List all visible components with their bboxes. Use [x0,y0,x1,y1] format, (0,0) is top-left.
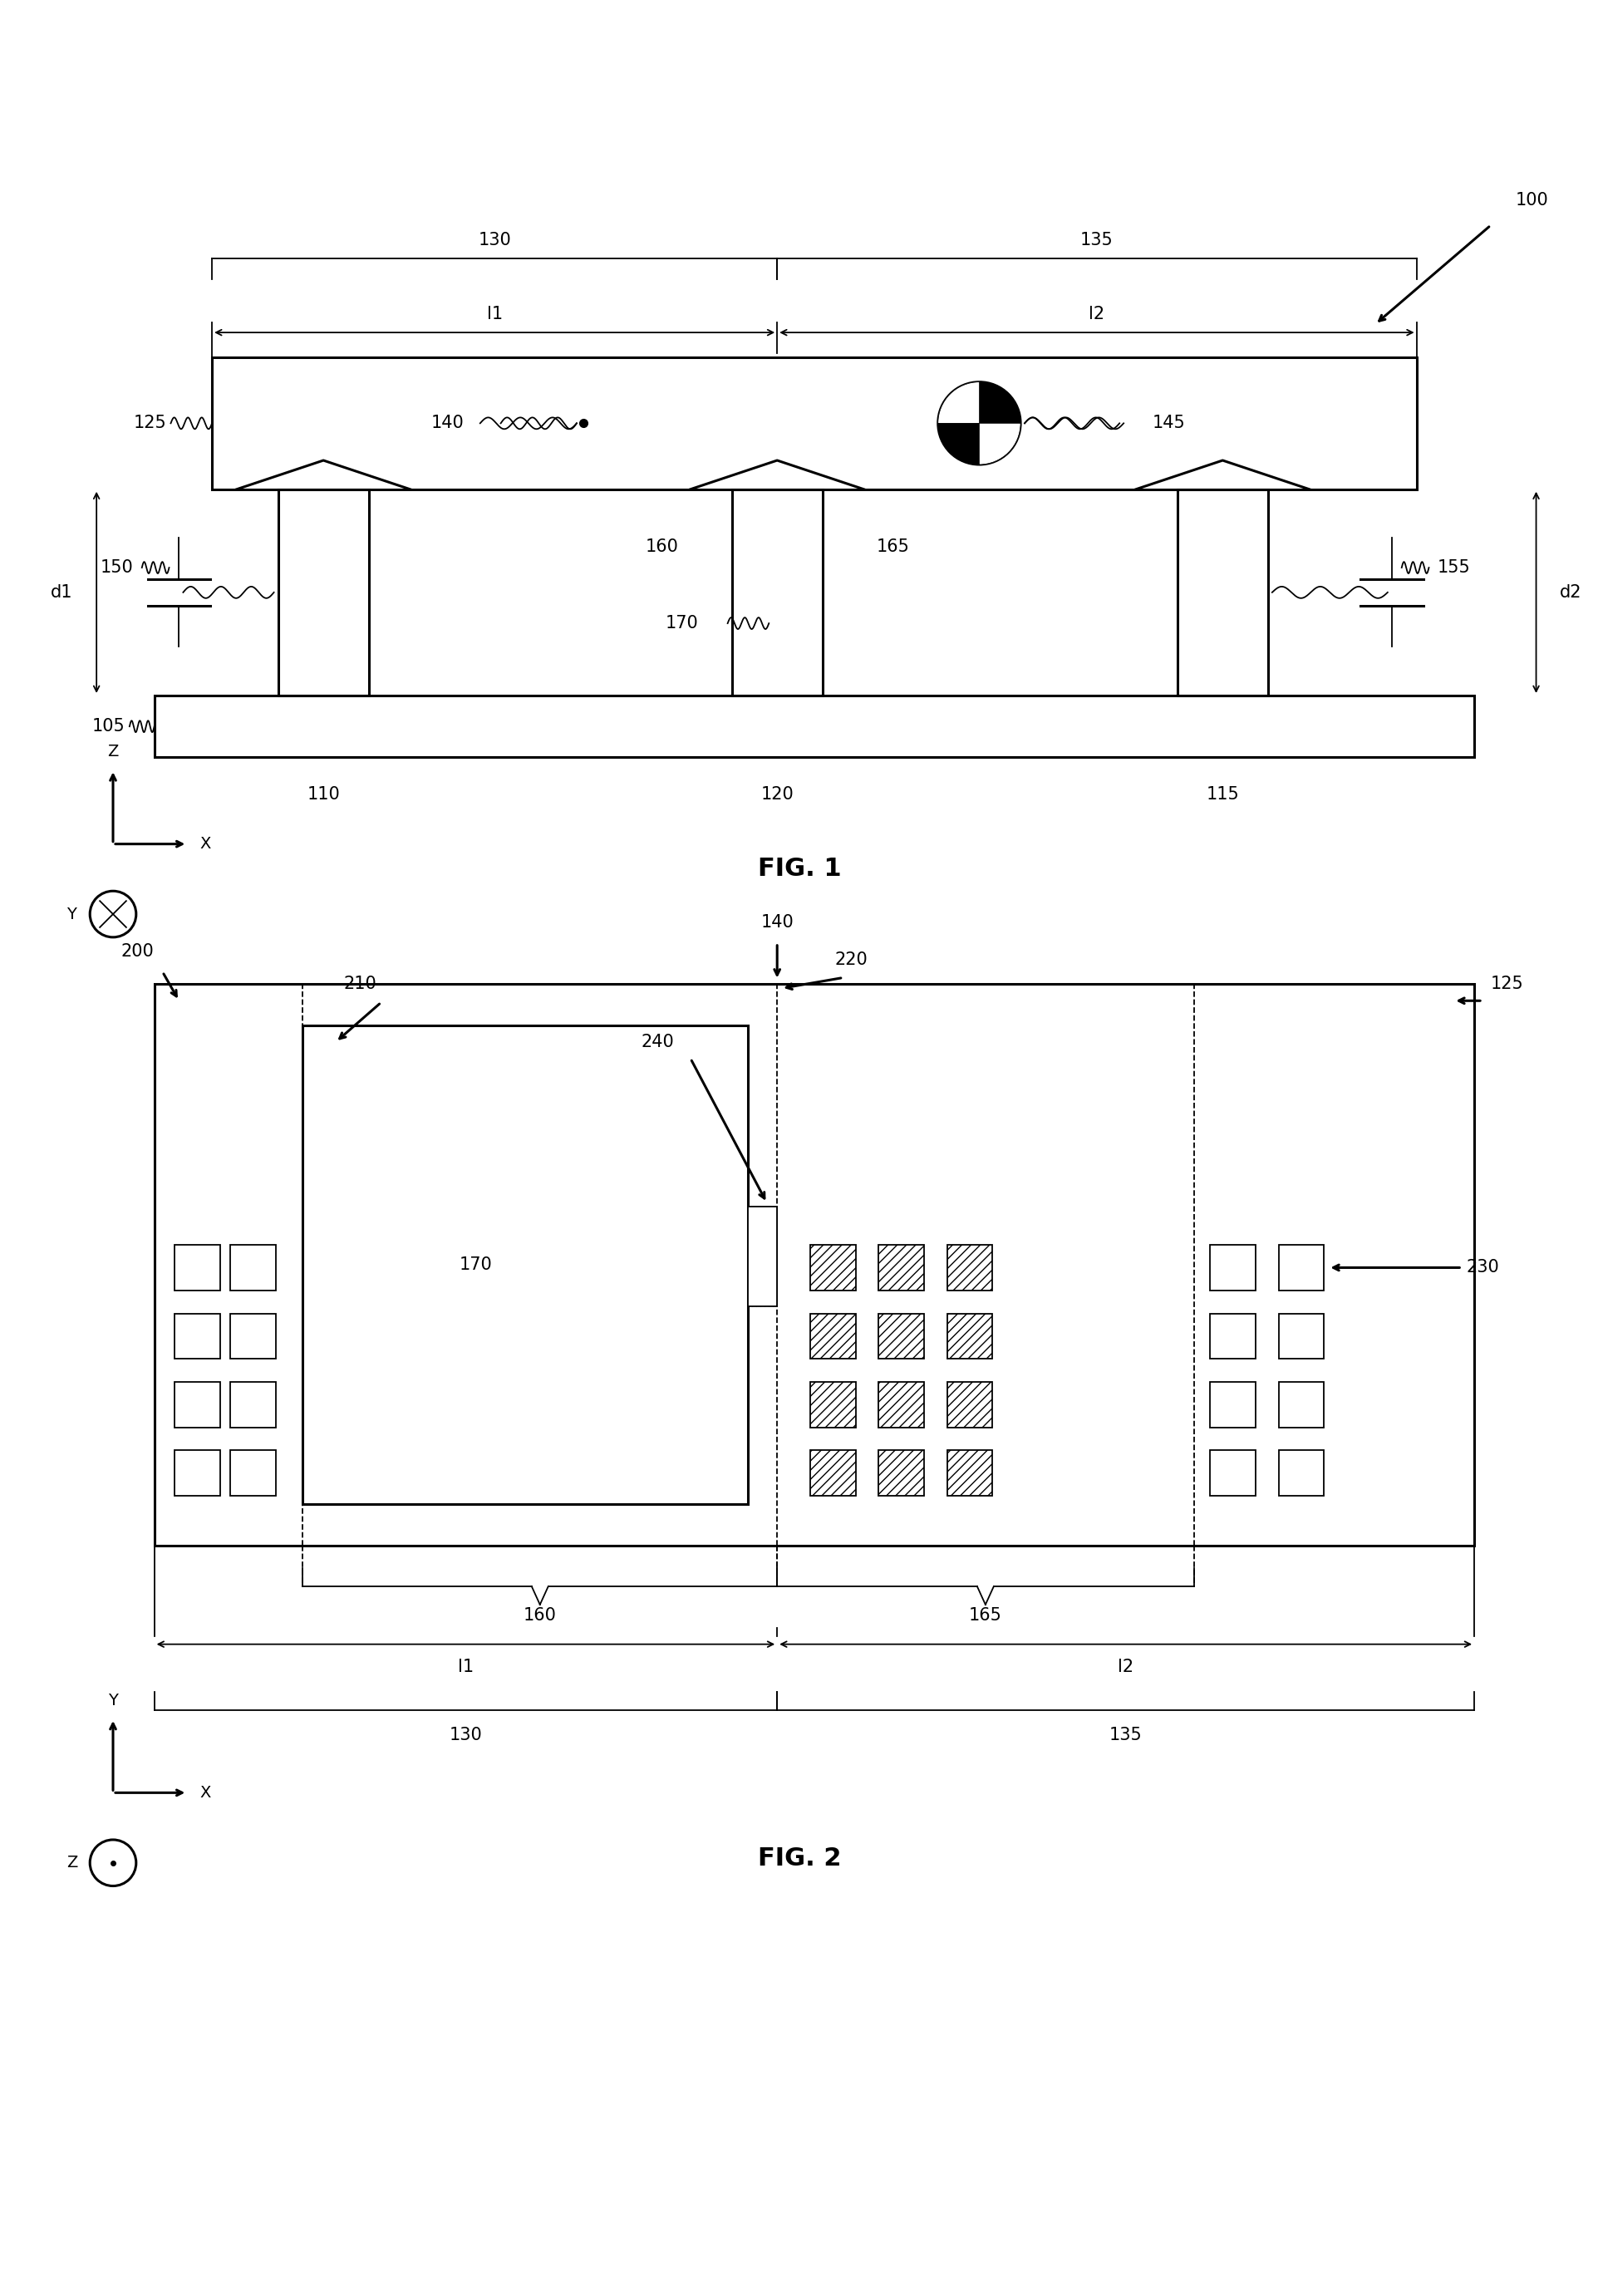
Bar [174,1244,221,1290]
Bar [810,1244,855,1290]
Wedge shape [978,381,1020,422]
Bar [1278,1244,1323,1290]
Text: 240: 240 [641,1033,674,1049]
Bar [810,1451,855,1495]
Bar [302,1026,748,1504]
Bar [879,1313,924,1359]
Text: X: X [200,1784,211,1800]
Bar [174,1451,221,1495]
Wedge shape [978,422,1020,464]
Text: 150: 150 [101,560,134,576]
Bar [1210,1451,1254,1495]
Text: 140: 140 [761,914,793,930]
Bar [1278,1313,1323,1359]
Bar [1210,1382,1254,1428]
Text: 160: 160 [523,1607,556,1623]
Text: 100: 100 [1515,193,1548,209]
Text: 165: 165 [968,1607,1002,1623]
Bar [1210,1244,1254,1290]
Text: 125: 125 [1489,976,1523,992]
Text: X: X [200,836,211,852]
Text: 120: 120 [761,785,793,804]
Bar [946,1451,992,1495]
Text: FIG. 2: FIG. 2 [757,1846,841,1871]
Bar [230,1451,275,1495]
Bar [230,1244,275,1290]
Text: l1: l1 [457,1660,473,1676]
Bar [1210,1313,1254,1359]
Text: 170: 170 [665,615,698,631]
Text: FIG. 1: FIG. 1 [757,856,841,882]
Text: d1: d1 [51,583,74,602]
Bar [946,1244,992,1290]
Text: 135: 135 [1080,232,1112,248]
Bar [230,1313,275,1359]
Text: 165: 165 [876,540,909,556]
Bar [213,358,1416,489]
Bar [810,1313,855,1359]
Bar [1176,489,1267,696]
Circle shape [938,381,1020,464]
Text: 145: 145 [1152,416,1184,432]
Text: 135: 135 [1109,1727,1141,1743]
Text: 115: 115 [1205,785,1238,804]
Text: 210: 210 [344,976,377,992]
Bar [153,696,1473,758]
Bar [879,1244,924,1290]
Wedge shape [938,381,978,422]
Text: l2: l2 [1117,1660,1133,1676]
Text: l2: l2 [1088,305,1104,324]
Circle shape [89,1839,136,1885]
Text: l1: l1 [486,305,502,324]
Circle shape [89,891,136,937]
Text: 170: 170 [459,1256,492,1272]
Bar [1278,1451,1323,1495]
Bar [879,1382,924,1428]
Text: Z: Z [107,744,118,760]
Text: 155: 155 [1437,560,1470,576]
Bar [278,489,369,696]
Text: 160: 160 [644,540,678,556]
Bar [230,1382,275,1428]
Text: 105: 105 [93,719,125,735]
Bar [174,1382,221,1428]
Bar [174,1313,221,1359]
Text: Y: Y [67,907,77,923]
Text: 140: 140 [430,416,463,432]
Text: 130: 130 [449,1727,483,1743]
Text: 125: 125 [134,416,166,432]
Text: 230: 230 [1465,1258,1499,1277]
Wedge shape [938,422,978,464]
Bar [946,1382,992,1428]
Text: 220: 220 [834,951,868,969]
Bar [748,1208,777,1306]
Text: Y: Y [109,1692,118,1708]
Bar [810,1382,855,1428]
Text: 130: 130 [478,232,511,248]
Bar [153,985,1473,1545]
Text: 200: 200 [121,944,155,960]
Text: Z: Z [66,1855,77,1871]
Text: 110: 110 [307,785,340,804]
Bar [879,1451,924,1495]
Bar [732,489,821,696]
Text: d2: d2 [1560,583,1580,602]
Bar [946,1313,992,1359]
Bar [1278,1382,1323,1428]
